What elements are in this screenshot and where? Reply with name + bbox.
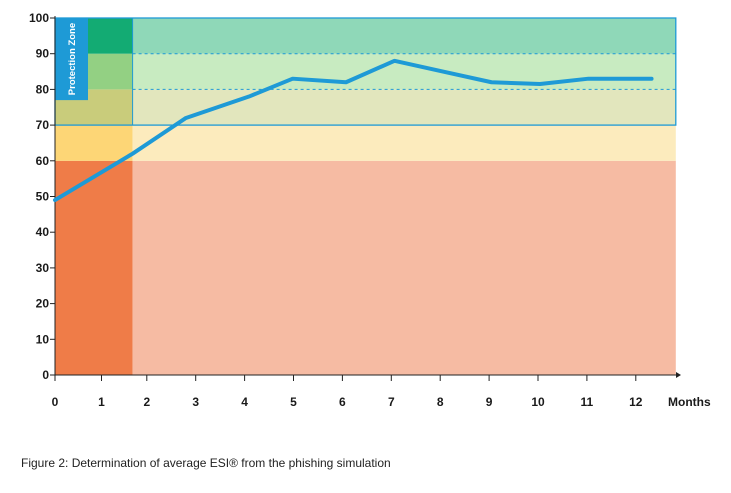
- x-axis-title: Months: [668, 395, 711, 409]
- figure-caption: Figure 2: Determination of average ESI® …: [21, 456, 391, 470]
- x-axis-arrow: [676, 372, 681, 378]
- x-tick-label-3: 3: [192, 395, 199, 409]
- x-tick-label-8: 8: [437, 395, 444, 409]
- x-tick-label-10: 10: [531, 395, 545, 409]
- y-tick-label-10: 10: [36, 332, 50, 346]
- y-tick-label-60: 60: [36, 154, 50, 168]
- zone-protection-1-light: [132, 53, 676, 90]
- protection-zone-label: Protection Zone: [67, 23, 78, 95]
- zone-warning-dark: [55, 125, 133, 161]
- x-tick-label-9: 9: [486, 395, 493, 409]
- x-tick-label-12: 12: [629, 395, 643, 409]
- zone-danger-light: [132, 160, 676, 375]
- x-tick-label-11: 11: [581, 395, 594, 409]
- x-tick-label-6: 6: [339, 395, 346, 409]
- y-tick-label-70: 70: [36, 118, 50, 132]
- protection-zone-label-group: Protection Zone: [55, 18, 88, 101]
- x-tick-label-4: 4: [241, 395, 248, 409]
- y-tick-label-0: 0: [42, 368, 49, 382]
- x-tick-label-2: 2: [143, 395, 150, 409]
- y-tick-label-90: 90: [36, 47, 50, 61]
- protection-zone-label-background: [55, 18, 88, 101]
- y-tick-label-50: 50: [36, 190, 50, 204]
- y-tick-label-80: 80: [36, 82, 50, 96]
- zone-protection-2-light: [132, 18, 676, 54]
- x-tick-label-7: 7: [388, 395, 395, 409]
- x-tick-label-0: 0: [52, 395, 59, 409]
- y-tick-label-100: 100: [29, 11, 49, 25]
- series-layer: [53, 58, 654, 203]
- zone-danger-dark: [55, 160, 133, 375]
- x-tick-label-1: 1: [98, 395, 105, 409]
- y-tick-label-30: 30: [36, 261, 50, 275]
- series-line-0: [53, 58, 654, 203]
- zone-warning-light: [132, 125, 676, 161]
- zones-layer: [54, 17, 677, 375]
- axes-layer: [50, 16, 681, 381]
- x-tick-label-5: 5: [290, 395, 297, 409]
- y-tick-label-20: 20: [36, 297, 50, 311]
- y-tick-label-40: 40: [36, 225, 50, 239]
